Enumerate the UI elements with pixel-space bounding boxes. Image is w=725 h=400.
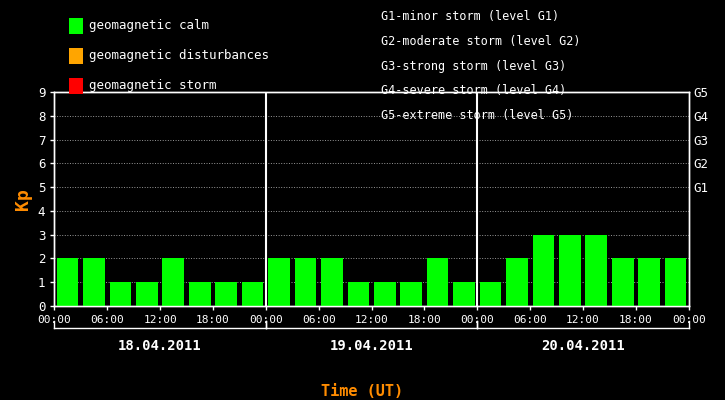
Text: G2-moderate storm (level G2): G2-moderate storm (level G2) [381,35,580,48]
Bar [136,282,158,306]
Bar [638,258,660,306]
Bar [347,282,369,306]
Text: 20.04.2011: 20.04.2011 [541,339,625,353]
Bar [109,282,131,306]
Bar [83,258,105,306]
Bar [241,282,263,306]
Bar [374,282,396,306]
Bar [427,258,449,306]
Y-axis label: Kp: Kp [14,188,33,210]
Bar [506,258,528,306]
Bar [533,235,554,306]
Bar [400,282,422,306]
Text: 18.04.2011: 18.04.2011 [118,339,202,353]
Text: G1-minor storm (level G1): G1-minor storm (level G1) [381,10,559,23]
Bar [665,258,687,306]
Bar [215,282,237,306]
Bar [585,235,607,306]
Bar [612,258,634,306]
Bar [189,282,210,306]
Text: Time (UT): Time (UT) [321,384,404,399]
Bar [453,282,475,306]
Text: G3-strong storm (level G3): G3-strong storm (level G3) [381,60,566,73]
Text: geomagnetic storm: geomagnetic storm [89,80,217,92]
Bar [294,258,316,306]
Bar [321,258,343,306]
Text: 19.04.2011: 19.04.2011 [330,339,413,353]
Text: G5-extreme storm (level G5): G5-extreme storm (level G5) [381,109,573,122]
Bar [268,258,290,306]
Text: G4-severe storm (level G4): G4-severe storm (level G4) [381,84,566,98]
Bar [480,282,502,306]
Bar [559,235,581,306]
Bar [57,258,78,306]
Text: geomagnetic calm: geomagnetic calm [89,20,210,32]
Bar [162,258,184,306]
Text: geomagnetic disturbances: geomagnetic disturbances [89,50,269,62]
